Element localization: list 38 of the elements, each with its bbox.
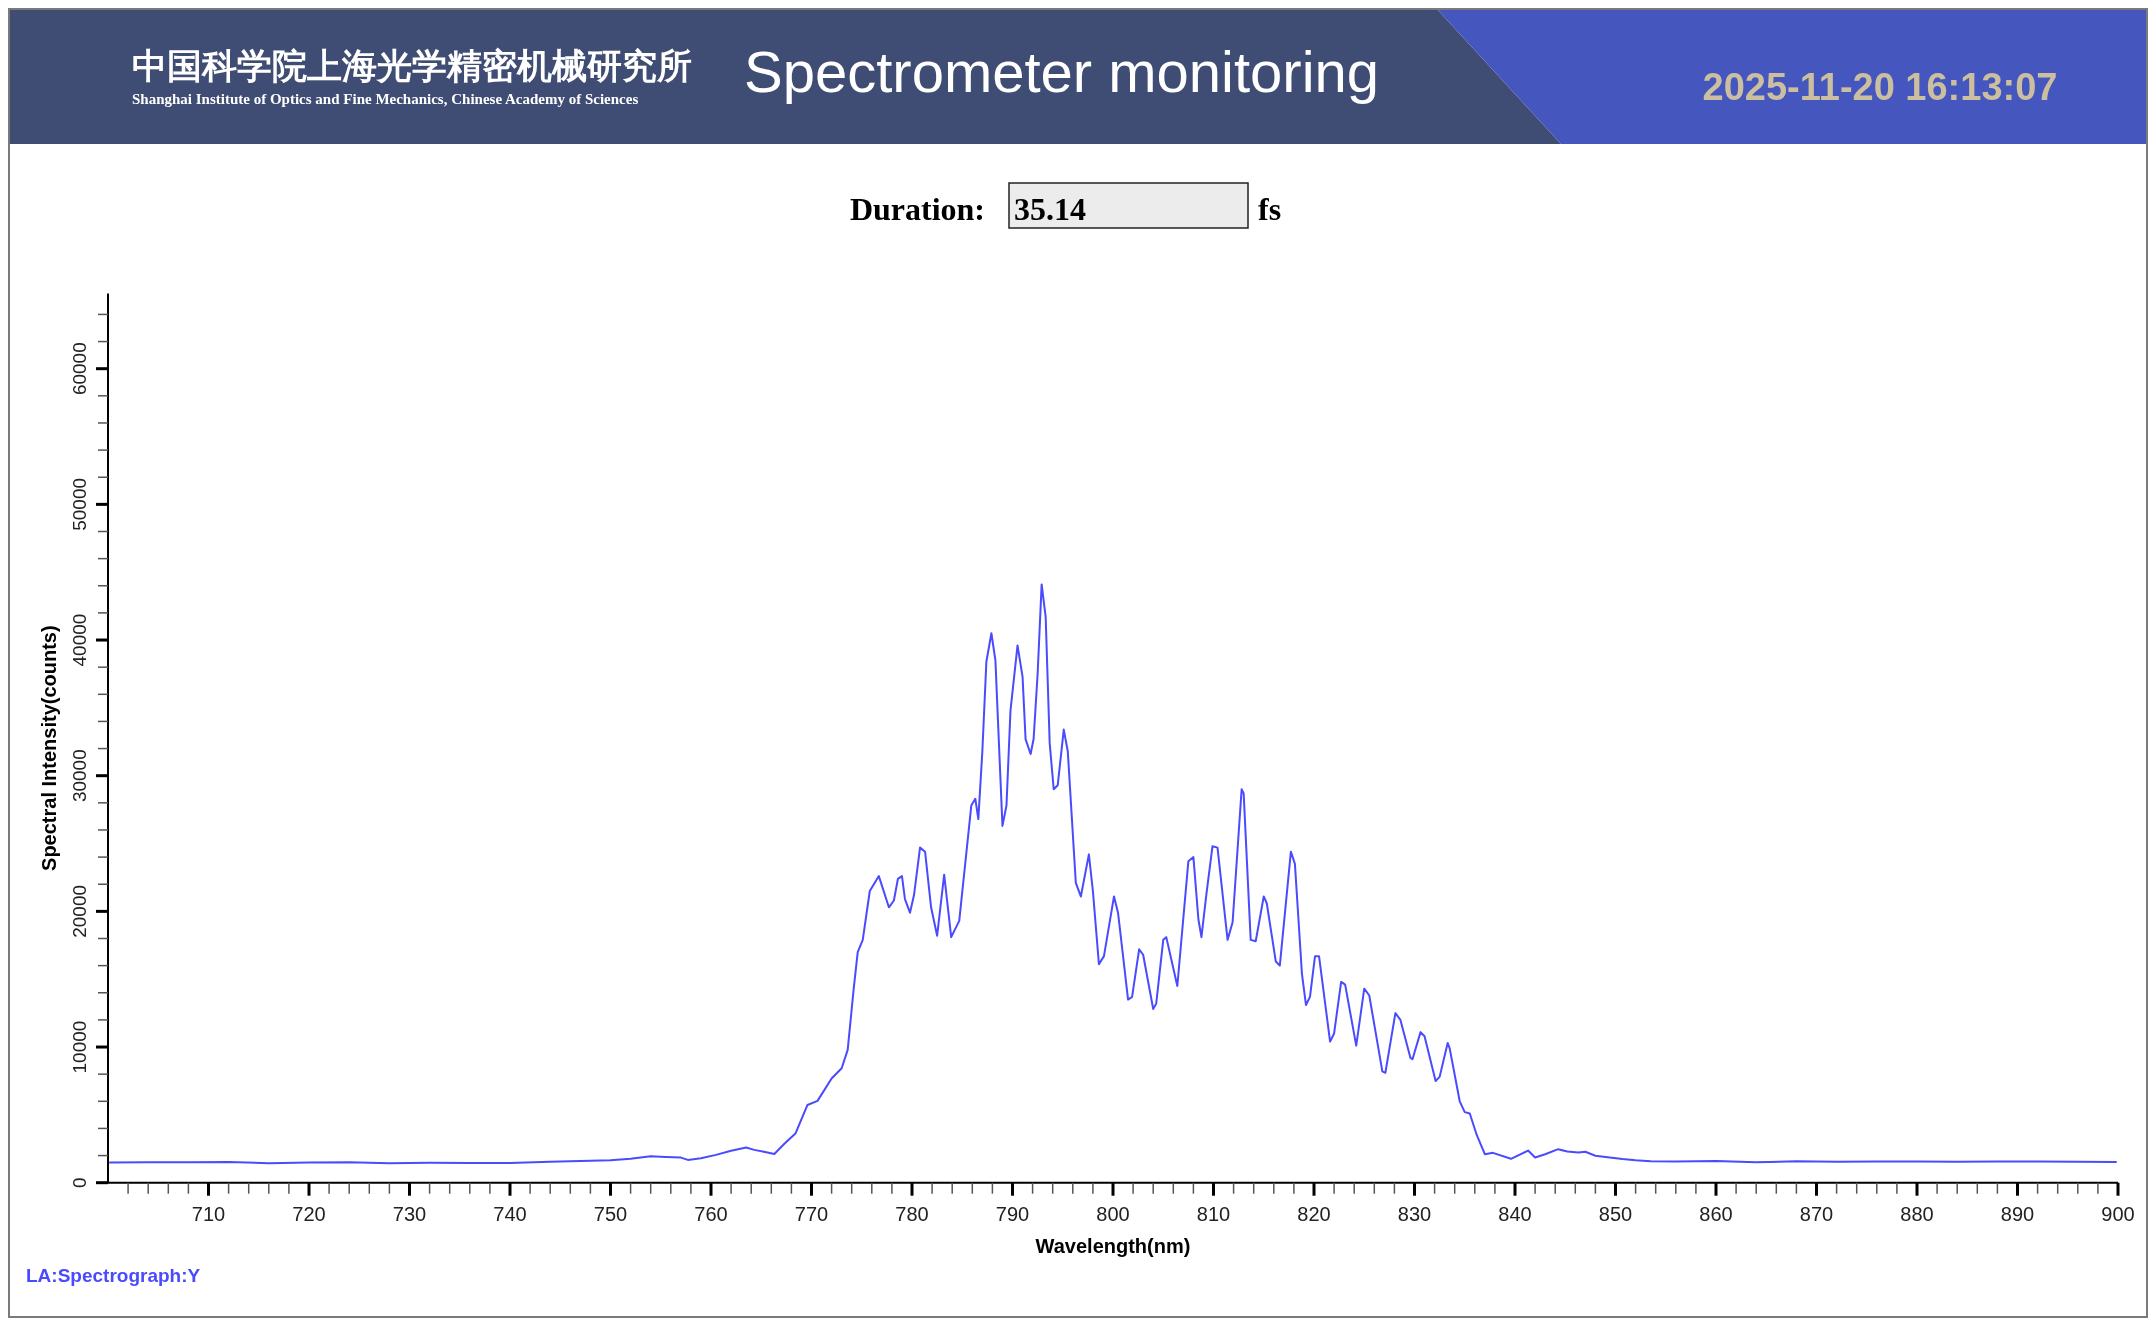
y-tick-label: 50000	[69, 477, 90, 531]
text: Shanghai Institute of Optics and Fine Mechanics, Chinese Academy of Sciences	[132, 91, 639, 107]
x-tick-label: 780	[895, 1203, 929, 1225]
x-tick-label: 860	[1699, 1203, 1733, 1225]
x-tick-label: 880	[1900, 1203, 1934, 1225]
x-tick-label: 800	[1096, 1203, 1130, 1225]
text: fs	[1258, 191, 1282, 227]
x-tick-label: 790	[995, 1203, 1030, 1225]
y-tick-label: 0	[69, 1177, 90, 1188]
x-tick-label: 870	[1799, 1203, 1834, 1225]
chart-title: Spectrometer monitoring	[744, 39, 1380, 104]
x-tick-label: 850	[1598, 1203, 1633, 1225]
y-tick-label: 60000	[69, 342, 90, 396]
y-tick-label: 30000	[69, 749, 90, 803]
x-tick-label: 730	[392, 1203, 427, 1225]
x-tick-label: 760	[694, 1203, 728, 1225]
text: 35.14	[1014, 191, 1086, 227]
line-series	[109, 583, 2117, 1165]
x-tick-label: 840	[1498, 1203, 1532, 1225]
y-tick-label: 40000	[69, 613, 90, 667]
y-axis-title: Spectral Intensity(counts)	[38, 625, 60, 871]
text: 2025-11-20 16:13:07	[1702, 66, 2058, 108]
x-tick-label: 820	[1297, 1203, 1331, 1225]
y-tick-label: 20000	[69, 884, 90, 938]
text: Duration:	[849, 191, 985, 227]
x-tick-label: 750	[593, 1203, 628, 1225]
text: LA:Spectrograph:Y	[26, 1265, 201, 1286]
text: 中国科学院上海光学精密机械研究所	[132, 47, 692, 86]
x-tick-label: 830	[1397, 1203, 1432, 1225]
y-tick-label: 10000	[69, 1020, 90, 1074]
x-axis-title: Wavelength(nm)	[1035, 1235, 1191, 1257]
x-tick-label: 770	[794, 1203, 829, 1225]
x-tick-label: 710	[191, 1203, 226, 1225]
x-tick-label: 720	[292, 1203, 326, 1225]
x-tick-label: 890	[2000, 1203, 2035, 1225]
x-tick-label: 740	[493, 1203, 527, 1225]
x-tick-label: 900	[2101, 1203, 2135, 1225]
x-tick-label: 810	[1196, 1203, 1231, 1225]
